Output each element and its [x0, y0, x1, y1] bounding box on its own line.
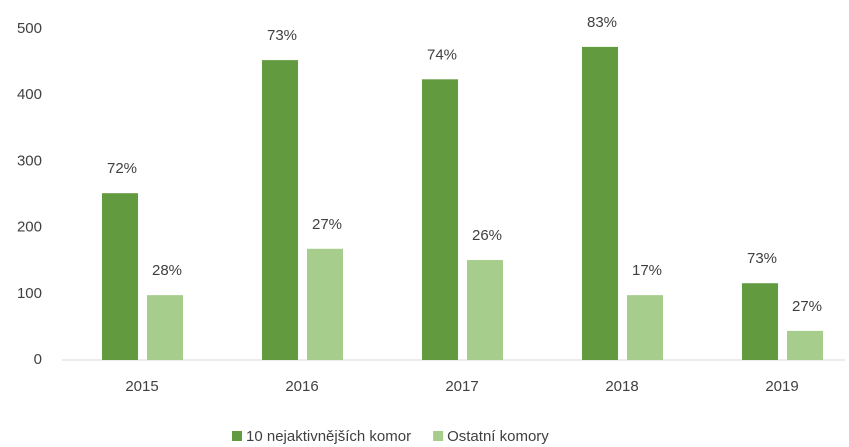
y-tick-label: 300: [17, 152, 42, 169]
x-tick-label: 2019: [765, 378, 798, 395]
bar: [582, 46, 618, 361]
bar: [627, 295, 663, 360]
share-label: 27%: [312, 216, 342, 233]
y-tick-label: 400: [17, 86, 42, 103]
legend-label: 10 nejaktivnějších komor: [246, 428, 411, 445]
legend-swatch: [232, 431, 242, 441]
share-label: 26%: [472, 227, 502, 244]
legend-swatch: [433, 431, 444, 441]
bar: [742, 283, 778, 360]
y-tick-label: 100: [17, 285, 42, 302]
legend-label: Ostatní komory: [447, 428, 549, 445]
share-label: 17%: [632, 262, 662, 279]
bar: [102, 193, 138, 360]
share-label: 72%: [107, 160, 137, 177]
bar: [422, 79, 458, 360]
share-label: 74%: [427, 46, 457, 63]
x-tick-label: 2018: [605, 378, 638, 395]
x-tick-label: 2017: [445, 378, 478, 395]
x-tick-label: 2016: [285, 378, 318, 395]
share-label: 83%: [587, 14, 617, 31]
share-label: 27%: [792, 298, 822, 315]
y-tick-label: 500: [17, 20, 42, 37]
share-label: 28%: [152, 262, 182, 279]
bar: [787, 330, 823, 360]
bar: [262, 60, 298, 360]
share-label: 73%: [747, 250, 777, 267]
bar: [467, 260, 503, 360]
x-tick-label: 2015: [125, 378, 158, 395]
bar: [307, 248, 343, 360]
bar: [147, 295, 183, 360]
y-tick-label: 0: [34, 351, 42, 368]
share-label: 73%: [267, 27, 297, 44]
y-tick-label: 200: [17, 219, 42, 236]
